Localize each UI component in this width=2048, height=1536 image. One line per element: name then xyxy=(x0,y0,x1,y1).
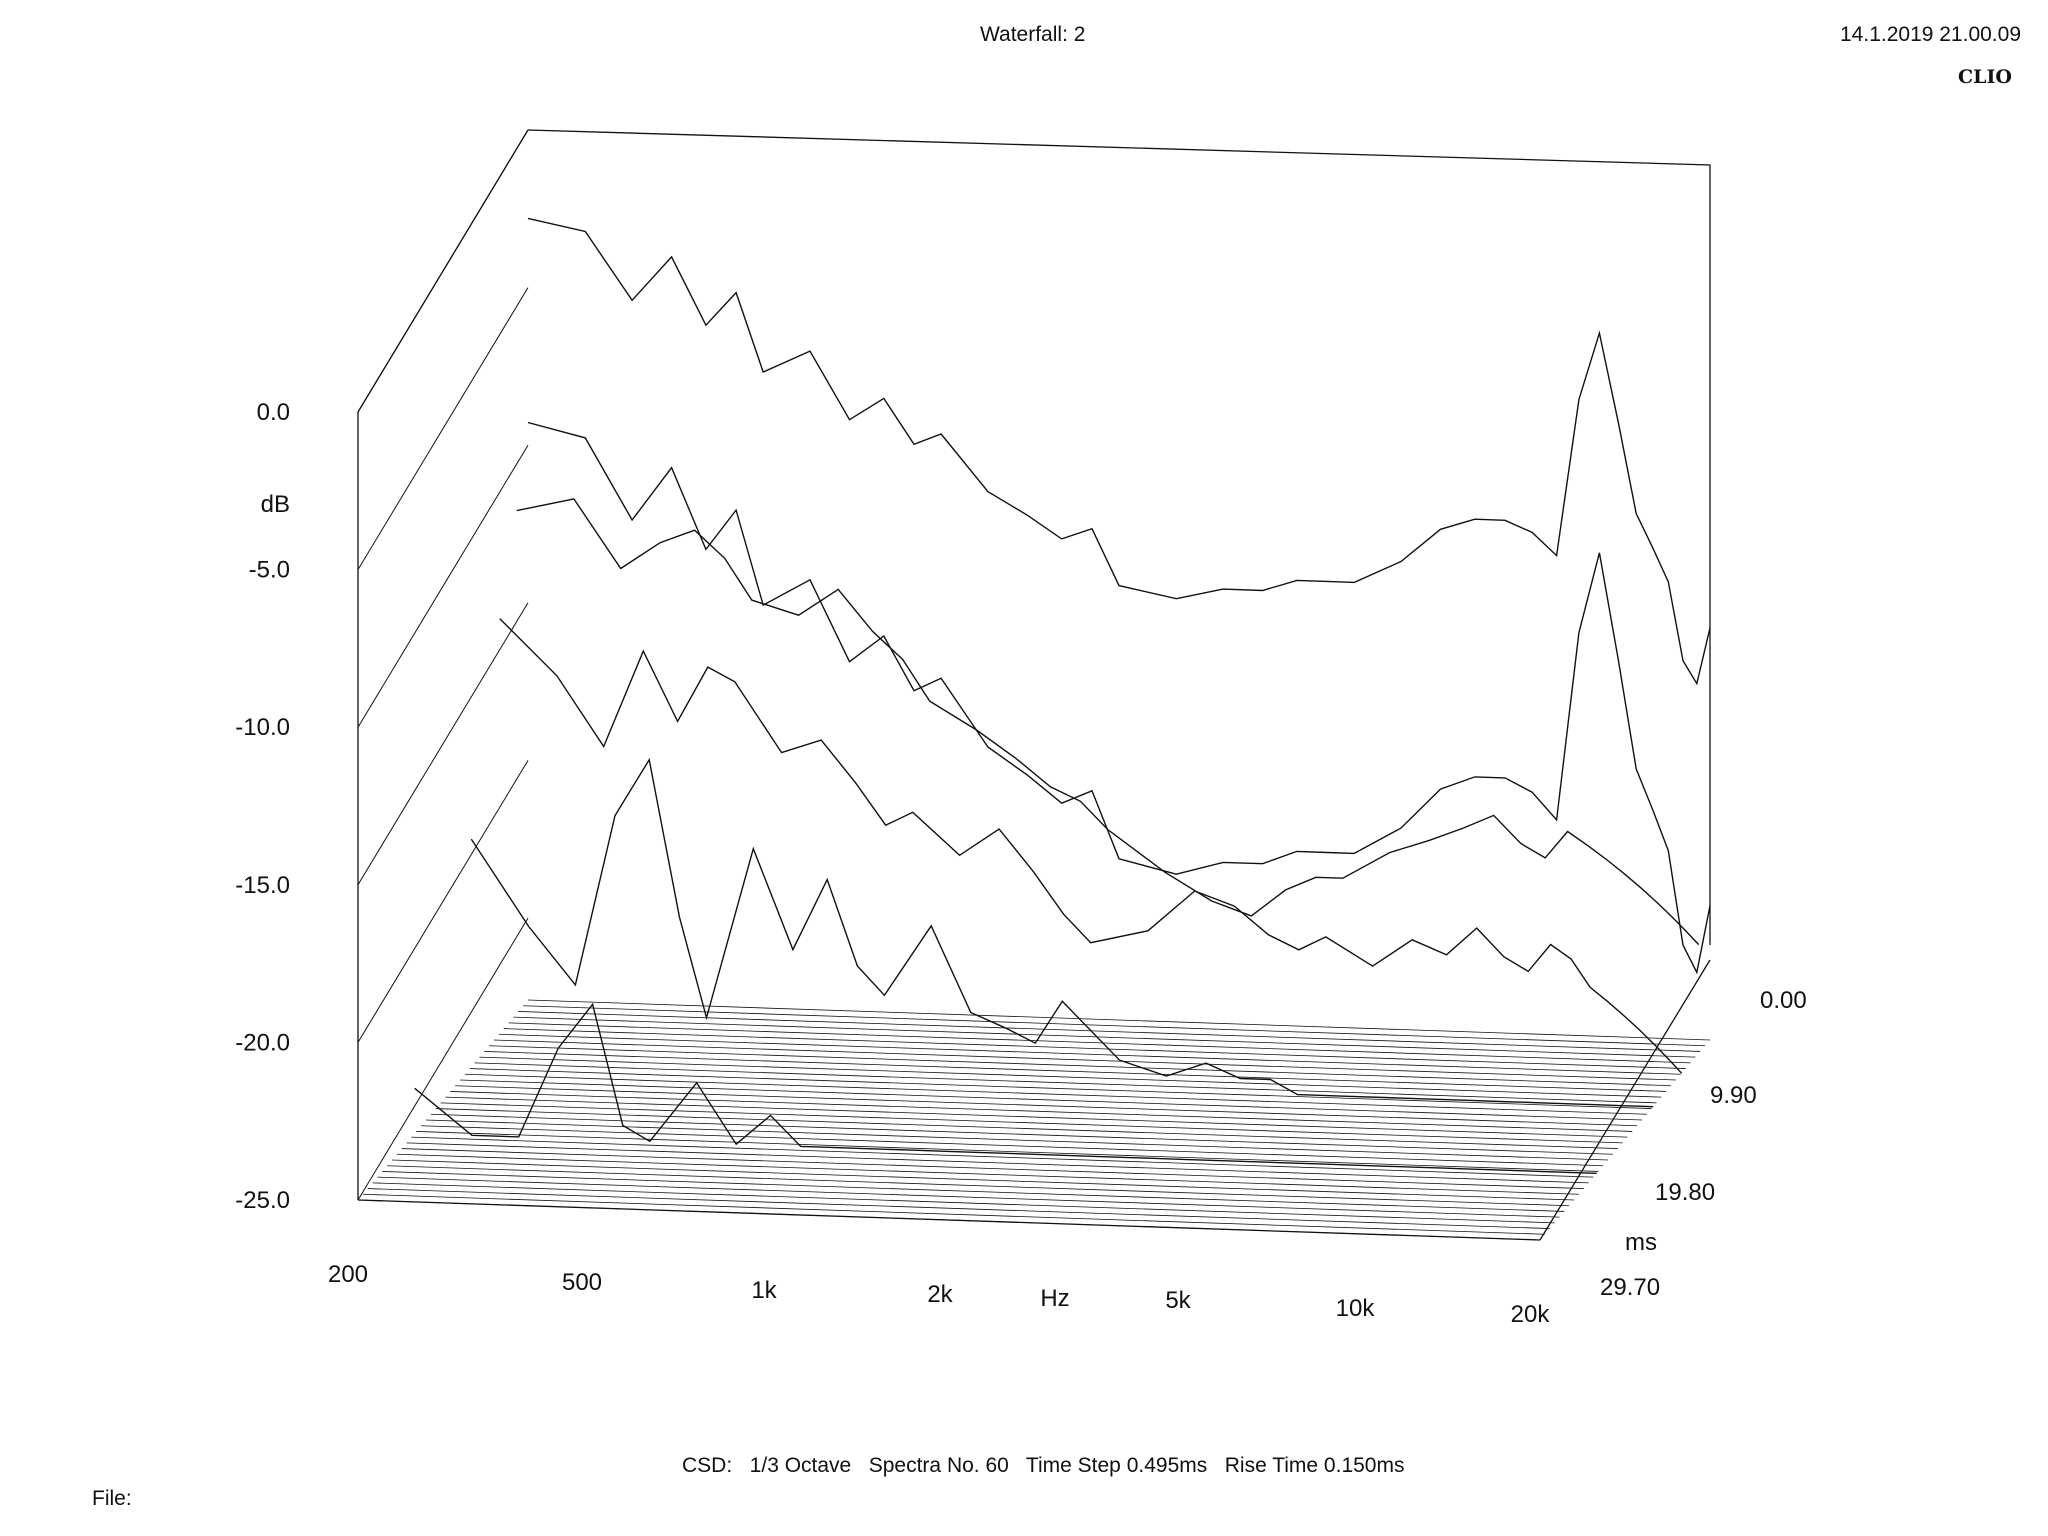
left-wall-gridline xyxy=(357,602,529,886)
floor-gridline xyxy=(484,1051,1667,1092)
floor-gridline xyxy=(469,1068,1652,1109)
floor-gridline xyxy=(518,1011,1701,1052)
y-tick-label: -5.0 xyxy=(249,557,290,584)
y-tick-label: -20.0 xyxy=(235,1029,290,1056)
floor-gridline xyxy=(523,1005,1706,1047)
floor-gridline xyxy=(367,1188,1550,1229)
floor-gridline xyxy=(430,1113,1613,1155)
left-wall-gridline xyxy=(357,917,529,1201)
floor-gridline xyxy=(455,1085,1638,1127)
floor-gridline xyxy=(411,1136,1594,1178)
floor-gridline xyxy=(421,1125,1604,1167)
floor-gridline xyxy=(425,1119,1609,1161)
y-tick-label: -25.0 xyxy=(235,1187,290,1214)
floor-gridline xyxy=(489,1045,1672,1087)
spectrum-curve xyxy=(414,1002,1597,1174)
floor-gridline xyxy=(459,1079,1643,1121)
spectrum-curve xyxy=(516,498,1700,946)
y-tick-label: -15.0 xyxy=(235,872,290,899)
floor-gridline xyxy=(357,1199,1541,1241)
spectrum-curve xyxy=(470,757,1654,1108)
z-tick-label: 19.80 xyxy=(1655,1179,1715,1206)
x-tick-label: 500 xyxy=(562,1269,602,1296)
z-axis-line xyxy=(1539,959,1711,1241)
floor-gridline xyxy=(406,1142,1589,1184)
floor-gridline xyxy=(498,1033,1681,1075)
floor-gridline xyxy=(474,1062,1657,1104)
floor-gridline xyxy=(450,1091,1633,1132)
z-tick-label: 0.00 xyxy=(1760,987,1807,1014)
floor-gridline xyxy=(493,1039,1677,1081)
floor-gridline xyxy=(513,1016,1696,1058)
floor-gridline xyxy=(508,1022,1691,1064)
floor-gridline xyxy=(435,1108,1618,1149)
floor-gridline xyxy=(387,1165,1570,1207)
floor-gridline xyxy=(372,1182,1555,1224)
left-wall-gridline xyxy=(357,287,529,570)
left-wall-gridline xyxy=(357,129,529,413)
floor-gridline xyxy=(464,1073,1647,1115)
x-tick-label: 10k xyxy=(1336,1295,1376,1322)
floor-gridline xyxy=(503,1028,1686,1069)
floor-gridline xyxy=(527,999,1711,1041)
x-tick-label: 20k xyxy=(1511,1301,1551,1328)
measurement-parameters: CSD: 1/3 Octave Spectra No. 60 Time Step… xyxy=(682,1454,1405,1477)
z-axis-label: ms xyxy=(1625,1229,1657,1256)
floor-gridline xyxy=(396,1153,1579,1195)
z-tick-label: 29.70 xyxy=(1600,1274,1660,1301)
clio-logo: CLIO xyxy=(1958,66,2012,88)
back-wall-frame xyxy=(527,129,1711,945)
floor-gridline xyxy=(391,1159,1575,1201)
left-wall-gridline xyxy=(357,760,529,1043)
x-tick-label: 200 xyxy=(328,1261,368,1288)
floor-gridline xyxy=(416,1131,1599,1172)
file-label: File: xyxy=(92,1487,132,1510)
left-wall-gridline xyxy=(357,444,529,728)
z-tick-label: 9.90 xyxy=(1710,1082,1757,1109)
x-axis-label: Hz xyxy=(1040,1285,1069,1312)
x-tick-label: 2k xyxy=(927,1281,953,1308)
spectrum-curve xyxy=(499,618,1683,1074)
y-axis-label: dB xyxy=(261,491,290,518)
spectrum-curve xyxy=(527,421,1711,975)
x-tick-label: 5k xyxy=(1165,1287,1191,1314)
floor-gridline xyxy=(401,1148,1584,1189)
back-wall-curve xyxy=(527,217,1711,686)
floor-gridline xyxy=(440,1102,1623,1144)
floor-gridline xyxy=(377,1176,1560,1218)
floor-gridline xyxy=(382,1171,1565,1212)
chart-title: Waterfall: 2 xyxy=(980,23,1086,46)
x-tick-label: 1k xyxy=(751,1277,777,1304)
y-tick-label: 0.0 xyxy=(257,399,290,426)
floor-gridline xyxy=(479,1056,1662,1098)
floor-gridline xyxy=(362,1193,1545,1235)
floor-gridline xyxy=(445,1096,1628,1138)
y-tick-label: -10.0 xyxy=(235,714,290,741)
timestamp: 14.1.2019 21.00.09 xyxy=(1840,23,2022,46)
